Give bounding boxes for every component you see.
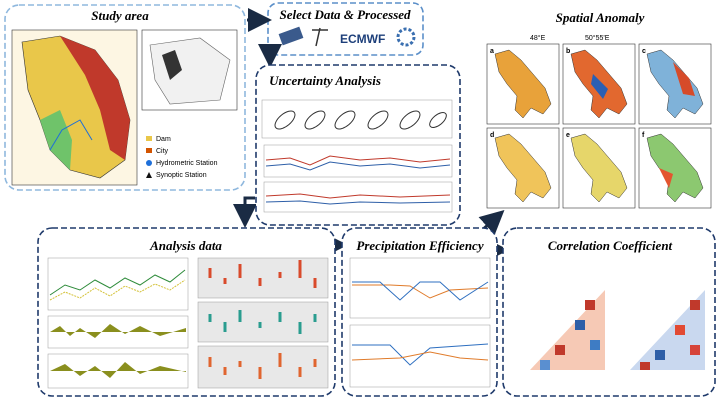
bar-panels xyxy=(197,257,329,389)
panel-letter: e xyxy=(566,132,570,139)
basin-highland xyxy=(60,36,130,160)
heat-cell xyxy=(690,345,700,355)
ecmwf-logo: ECMWF xyxy=(340,32,385,46)
series-line xyxy=(49,269,186,296)
station-icon xyxy=(312,27,328,47)
lon-label: 48°E xyxy=(530,34,546,42)
series-line xyxy=(352,281,489,301)
series-line xyxy=(265,155,451,166)
panel-patch xyxy=(659,168,673,188)
legend-swatch xyxy=(146,160,152,166)
panel-letter: b xyxy=(566,48,570,55)
panel: e xyxy=(562,127,636,209)
heat-cell xyxy=(655,350,665,360)
panel-patch xyxy=(591,74,608,99)
area-series xyxy=(50,324,186,338)
panel-letter: a xyxy=(490,48,494,55)
bars xyxy=(208,260,317,288)
panel-letter: d xyxy=(490,132,494,139)
area-series xyxy=(50,362,186,378)
heatmap xyxy=(530,290,705,370)
legend-swatch xyxy=(146,136,152,141)
taylor-ellipse xyxy=(274,110,296,130)
series-line xyxy=(352,343,489,366)
uncertainty-title-text: Uncertainty Analysis xyxy=(269,73,381,88)
heat-cell xyxy=(675,325,685,335)
spatial-title: Spatial Anomaly xyxy=(556,10,645,25)
analysis-title: Analysis data xyxy=(149,238,222,253)
series-frame xyxy=(263,181,453,213)
uncertainty-title: Uncertainty Analysis xyxy=(269,73,381,88)
efficiency-title: Precipitation Efficiency xyxy=(356,238,483,253)
panel: b xyxy=(562,43,636,125)
heat-cell xyxy=(590,340,600,350)
chart-frame xyxy=(47,257,189,311)
bars xyxy=(208,353,317,379)
bars xyxy=(208,310,317,334)
satellite-icon xyxy=(278,26,304,46)
chart-frame xyxy=(197,301,329,343)
heat-cell xyxy=(585,300,595,310)
series-line xyxy=(265,200,451,205)
anomaly-panels: a b c d e f xyxy=(486,43,712,209)
inset-basin xyxy=(162,50,182,80)
legend-swatch xyxy=(146,172,152,178)
taylor-ellipse xyxy=(334,110,356,130)
chart-frame xyxy=(349,257,491,319)
taylor-ellipse xyxy=(399,110,421,130)
panel: f xyxy=(638,127,712,209)
taylor-plots xyxy=(261,99,453,139)
river xyxy=(49,119,93,151)
taylor-frame xyxy=(261,99,453,139)
correlation-box xyxy=(502,227,716,397)
correlation-title: Correlation Coefficient xyxy=(548,238,673,253)
heat-cell xyxy=(555,345,565,355)
panel-patch xyxy=(673,62,695,96)
taylor-ellipse xyxy=(429,112,447,128)
legend-label: City xyxy=(156,148,169,155)
series-line xyxy=(265,193,451,199)
chart-frame xyxy=(197,345,329,389)
legend-label: Dam xyxy=(156,136,171,143)
series-line xyxy=(265,161,451,171)
taylor-ellipse xyxy=(367,110,389,130)
series-frame xyxy=(263,144,453,178)
study-area-title: Study area xyxy=(91,8,149,23)
panel: a xyxy=(486,43,560,125)
gear-icon xyxy=(396,27,416,47)
heat-triangle xyxy=(630,290,705,370)
heat-cell xyxy=(640,362,650,370)
panel: d xyxy=(486,127,560,209)
heat-cell xyxy=(540,360,550,370)
heat-cell xyxy=(575,320,585,330)
panel-letter: f xyxy=(642,132,645,139)
data-title: Select Data & Processed xyxy=(279,7,411,22)
panel: c xyxy=(638,43,712,125)
legend-swatch xyxy=(146,148,152,153)
arrow xyxy=(233,196,257,228)
series-line xyxy=(49,279,186,301)
legend-label: Synoptic Station xyxy=(156,172,207,179)
series-line xyxy=(351,351,489,361)
legend-label: Hydrometric Station xyxy=(156,160,218,167)
study-legend: Dam City Hydrometric Station Synoptic St… xyxy=(146,136,218,179)
chart-frame xyxy=(197,257,329,299)
taylor-ellipse xyxy=(304,110,326,130)
heat-cell xyxy=(690,300,700,310)
lon-label: 50°55'E xyxy=(585,34,610,42)
panel-letter: c xyxy=(642,48,646,55)
